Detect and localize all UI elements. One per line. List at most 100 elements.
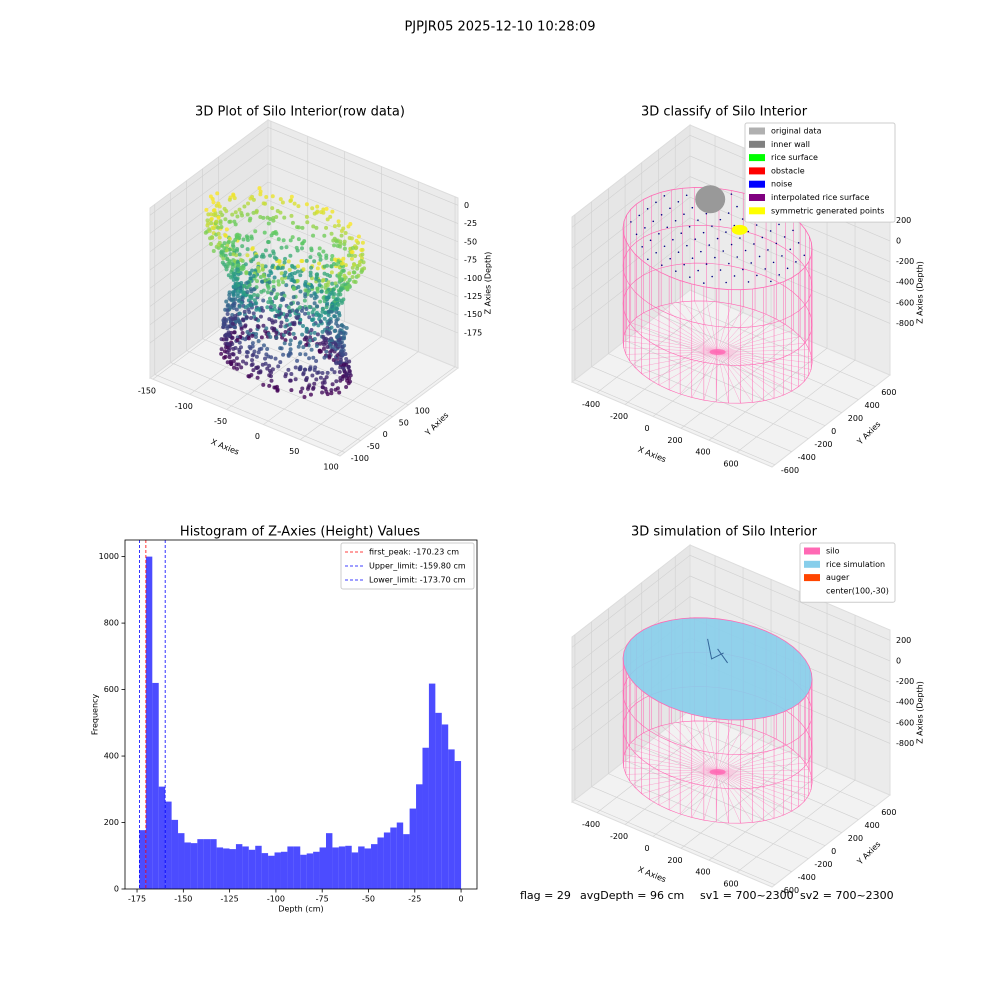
point-cloud-dot [340,283,345,288]
point-cloud-dot [224,299,229,304]
point-cloud-dot [300,259,305,264]
point-cloud-dot [312,330,317,335]
point-cloud-dot [255,293,260,298]
point-cloud-dot [347,359,352,364]
panel-title: Histogram of Z-Axies (Height) Values [180,525,420,540]
point-cloud-dot [244,354,249,359]
point-cloud-dot [279,271,284,276]
point-cloud-dot [341,226,346,231]
histogram-bar [371,844,378,889]
point-cloud-dot [222,241,227,246]
point-cloud-dot [324,329,329,334]
z-tick-label: 200 [896,216,911,225]
z-tick-label: -400 [896,698,914,707]
point-cloud-dot [222,262,227,267]
point-cloud-dot [271,287,276,292]
point-cloud-dot [289,388,294,393]
silo-floor-spoke [717,351,753,403]
silo-floor-spoke [717,729,756,773]
histogram-bar [403,834,410,889]
silo-floor-spoke [717,771,792,812]
point-cloud-dot [256,365,261,370]
point-cloud-dot [246,336,251,341]
point-cloud-dot [292,279,297,284]
point-cloud-dot [280,200,285,205]
inner-wall-blob [695,185,726,214]
point-cloud-dot [235,337,240,342]
point-cloud-dot [230,317,235,322]
point-cloud-dot [301,323,306,328]
point-cloud-dot [270,367,275,372]
silo-floor-spoke [649,351,718,380]
panel-title: 3D classify of Silo Interior [641,105,808,120]
z-grid-line [689,596,891,682]
histogram-bar [158,786,166,889]
point-cloud-dot [360,252,365,257]
point-cloud-dot [318,299,323,304]
point-cloud-dot [307,304,312,309]
x-tick-label: -200 [610,412,628,421]
point-cloud-dot [278,346,283,351]
point-cloud-dot [298,317,303,322]
point-cloud-dot [216,201,221,206]
y-tick-label: 0 [831,847,836,856]
point-cloud-dot [315,266,320,271]
point-cloud-dot [252,292,257,297]
point-cloud-dot [245,285,250,290]
point-cloud-dot [263,361,268,366]
surface-dot [747,281,750,283]
silo-floor-spoke [717,336,801,353]
histogram-bar [338,846,346,889]
point-cloud-dot [208,194,213,199]
point-cloud-dot [317,348,322,353]
point-cloud-dot [250,246,255,251]
point-cloud-dot [205,218,210,223]
silo-floor-spoke [630,322,718,353]
silo-floor-spoke [717,771,799,807]
z-grid-line [689,238,891,324]
point-cloud-dot [228,252,233,257]
legend-swatch [749,140,765,148]
point-cloud-dot [227,352,232,357]
surface-dot [789,248,792,251]
silo-floor-spoke [706,721,718,773]
point-cloud-dot [231,305,236,310]
point-cloud-dot [307,315,312,320]
point-cloud-dot [247,218,252,223]
point-cloud-dot [359,269,364,274]
x-tick-label: 600 [723,460,738,469]
point-cloud-dot [325,370,330,375]
point-cloud-dot [330,382,335,387]
surface-dot [772,261,775,264]
surface-dot [711,275,713,278]
point-cloud-dot [293,365,298,370]
footer-text: avgDepth = 96 cm [580,889,684,902]
point-cloud-dot [351,270,356,275]
histogram-bar [223,848,230,889]
legend-swatch [749,167,765,175]
point-cloud-dot [250,333,255,338]
point-cloud-dot [251,287,256,292]
point-cloud-dot [321,207,326,212]
point-cloud-dot [324,253,329,258]
legend-box [799,542,896,603]
point-cloud-dot [266,354,271,359]
surface-dot [725,231,727,233]
point-cloud-dot [258,192,263,197]
silo-floor-spoke [651,308,718,353]
histogram-bar [293,846,301,889]
silo-floor-spoke [717,771,812,790]
point-cloud-dot [306,289,311,294]
surface-dot [691,206,694,209]
x-tick-label: -200 [610,832,628,841]
point-cloud-dot [249,259,254,264]
point-cloud-dot [334,379,339,384]
silo-floor-spoke [641,351,718,374]
point-cloud-dot [222,349,227,354]
z-tick-label: -400 [896,278,914,287]
point-cloud-dot [339,300,344,305]
point-cloud-dot [324,225,329,230]
point-cloud-dot [252,314,257,319]
point-cloud-dot [273,230,278,235]
point-cloud-dot [239,365,244,370]
